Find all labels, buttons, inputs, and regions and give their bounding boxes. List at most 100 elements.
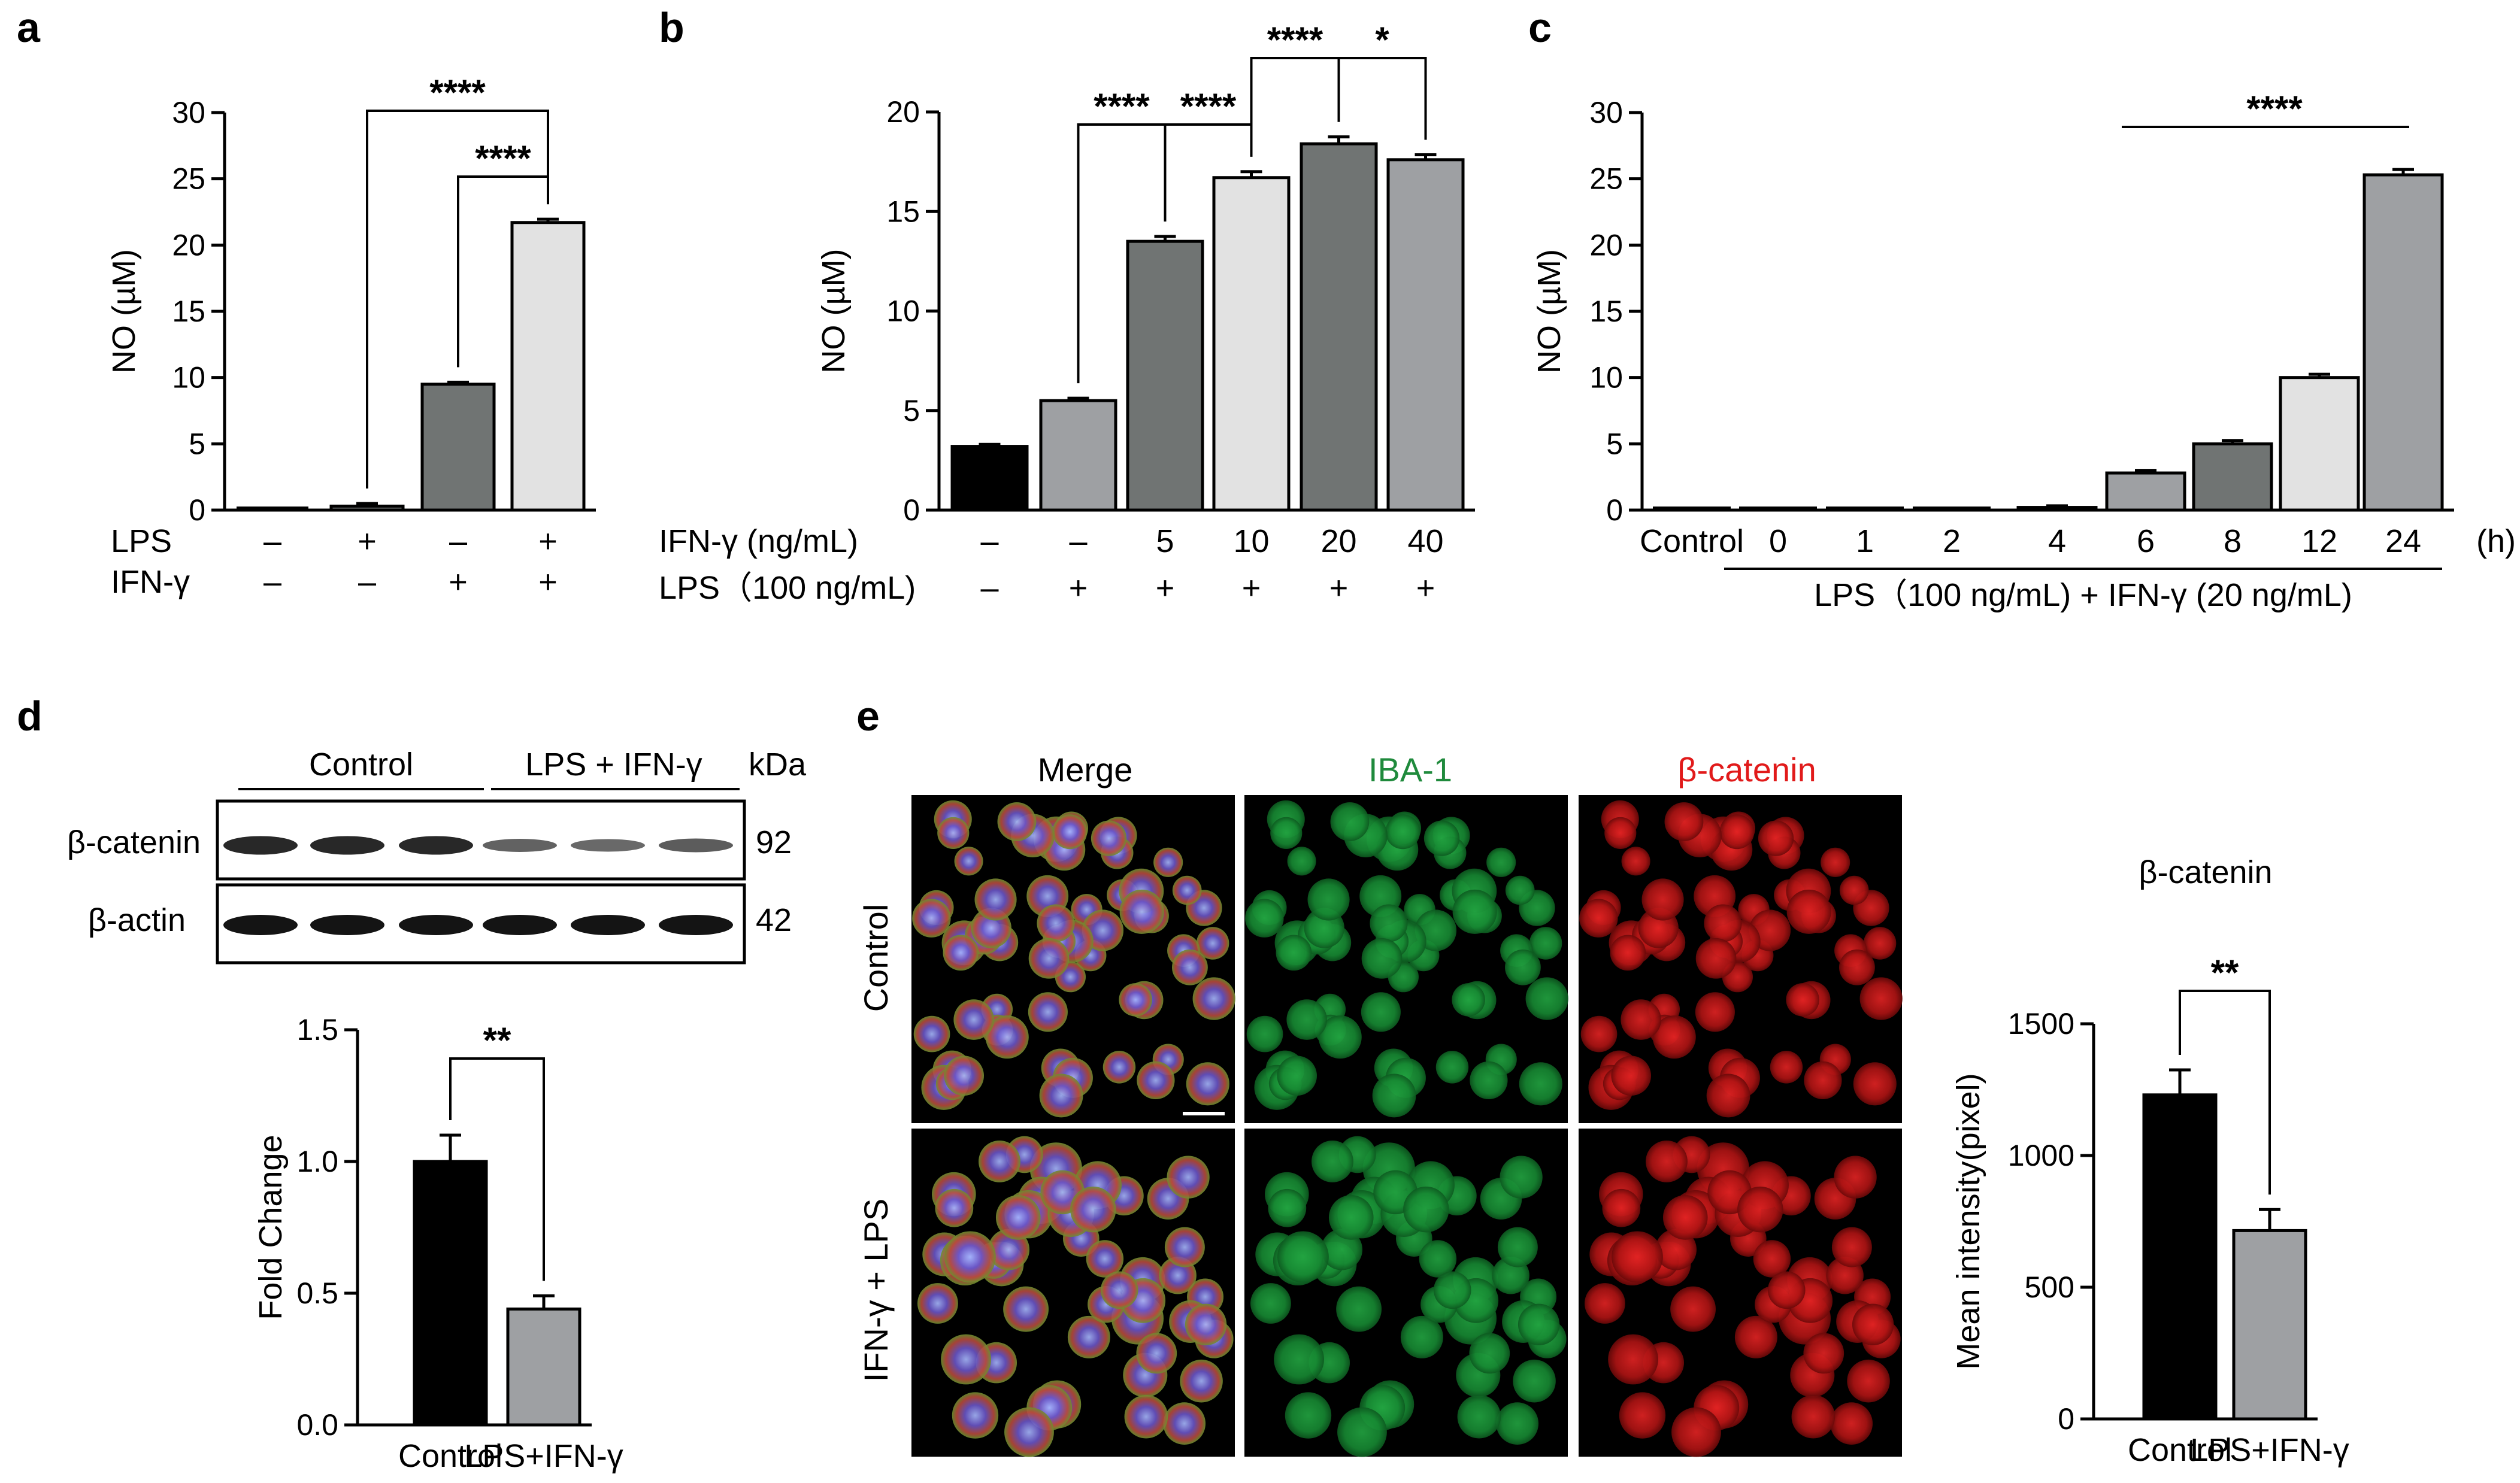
condition-row-label-b: LPS（100 ng/mL)	[659, 570, 916, 606]
y-tick-label-b: 10	[886, 295, 920, 328]
cell	[1419, 1240, 1457, 1278]
cell	[1400, 1315, 1443, 1358]
category-label-e: Control	[2128, 1432, 2232, 1468]
y-tick-label-d: 1.5	[296, 1013, 338, 1047]
blot-band	[483, 915, 557, 935]
cell	[1274, 1334, 1324, 1385]
cell	[1847, 1359, 1890, 1403]
cell	[1831, 1227, 1872, 1267]
y-tick-label-c: 30	[1589, 96, 1623, 129]
cell	[1767, 1271, 1806, 1309]
condition-row-label-a: IFN-γ	[111, 564, 190, 600]
panel-label-a: a	[17, 4, 41, 51]
category-label-c: 1	[1856, 523, 1874, 559]
category-label-e: LPS+IFN-γ	[2190, 1432, 2349, 1468]
bar-d	[413, 1160, 488, 1427]
cell	[1180, 1359, 1223, 1403]
cell	[1287, 847, 1316, 876]
cell	[1370, 904, 1408, 942]
micro-row-label-control: Control	[857, 904, 895, 1012]
micrograph-grid: Merge IBA-1 β-catenin Control IFN-γ + LP…	[857, 751, 1903, 1457]
cell	[1803, 1333, 1844, 1374]
cell	[1852, 1303, 1894, 1345]
cell	[1102, 1051, 1136, 1084]
y-tick-label-b: 15	[886, 195, 920, 228]
cell	[1250, 1283, 1291, 1324]
y-axis-title-d: Fold Change	[253, 1135, 289, 1320]
cell	[1307, 878, 1350, 921]
cell	[943, 935, 979, 971]
condition-value-b: –	[980, 570, 998, 606]
cell	[953, 999, 994, 1040]
cell	[1100, 1271, 1138, 1309]
cell	[985, 1015, 1029, 1059]
cell	[1518, 1303, 1560, 1345]
cell	[1505, 875, 1535, 905]
y-tick-label-a: 20	[172, 228, 205, 262]
bar-c	[2105, 471, 2186, 512]
blot-band	[223, 915, 298, 935]
cell	[1469, 1333, 1510, 1374]
cell	[1361, 938, 1403, 979]
cell	[1505, 949, 1541, 985]
cell	[1580, 1015, 1618, 1053]
cell	[1610, 935, 1646, 971]
cell	[917, 1283, 958, 1324]
condition-value-b: 40	[1407, 523, 1443, 559]
cell	[1328, 1195, 1374, 1240]
condition-value-a: –	[263, 564, 281, 600]
cell	[1839, 875, 1869, 905]
cell	[1137, 1061, 1175, 1100]
cell	[1312, 1140, 1353, 1182]
cell	[1119, 889, 1164, 934]
bar-a	[510, 221, 586, 512]
y-tick-label-c: 10	[1589, 361, 1623, 395]
cell	[1052, 814, 1088, 850]
y-axis-title-e: Mean intensity(pixel)	[1950, 1073, 1986, 1369]
cell	[1245, 899, 1284, 938]
micro-header-merge: Merge	[1038, 751, 1133, 788]
cell	[1435, 1051, 1469, 1084]
cell	[1192, 977, 1235, 1020]
cell	[1834, 1156, 1877, 1199]
cell	[1452, 983, 1485, 1017]
y-tick-label-d: 1.0	[296, 1145, 338, 1178]
blot-protein-beta-actin: β-actin	[88, 902, 186, 938]
cell	[1164, 1227, 1205, 1267]
condition-value-a: +	[538, 564, 558, 600]
cell	[1500, 1156, 1543, 1199]
cell	[979, 1140, 1020, 1182]
y-tick-label-a: 30	[172, 96, 205, 129]
cell	[1664, 802, 1704, 841]
condition-value-a: –	[263, 523, 281, 559]
cell	[1039, 1073, 1083, 1118]
cell	[1067, 1315, 1110, 1358]
condition-value-a: +	[358, 523, 377, 559]
y-tick-label-e: 1500	[2008, 1007, 2074, 1041]
cell	[1786, 983, 1819, 1017]
significance-label-a: ****	[475, 138, 531, 178]
bar-e	[2142, 1093, 2218, 1421]
panel-label-b: b	[659, 4, 684, 51]
cell	[997, 802, 1037, 841]
y-tick-label-e: 0	[2058, 1402, 2074, 1436]
cell	[1646, 1140, 1688, 1182]
cell	[1496, 1402, 1539, 1445]
condition-value-b: –	[1069, 523, 1087, 559]
cell	[1028, 938, 1070, 979]
western-blot: Control LPS + IFN-γ kDa β-catenin β-acti…	[67, 747, 807, 965]
category-label-c: 0	[1769, 523, 1787, 559]
condition-value-b: 20	[1320, 523, 1356, 559]
condition-value-a: +	[538, 523, 558, 559]
significance-label-a: ****	[429, 72, 486, 113]
cell	[1612, 1231, 1663, 1283]
cell	[995, 1195, 1041, 1240]
cell	[1704, 904, 1742, 942]
y-axis-title-c: NO (µM)	[1531, 249, 1567, 374]
condition-row-label-a: LPS	[111, 523, 172, 559]
cell	[1337, 1407, 1387, 1457]
cell	[1470, 1061, 1508, 1100]
cell	[1497, 1227, 1538, 1267]
cell	[1285, 1392, 1332, 1439]
cell	[1671, 1407, 1721, 1457]
